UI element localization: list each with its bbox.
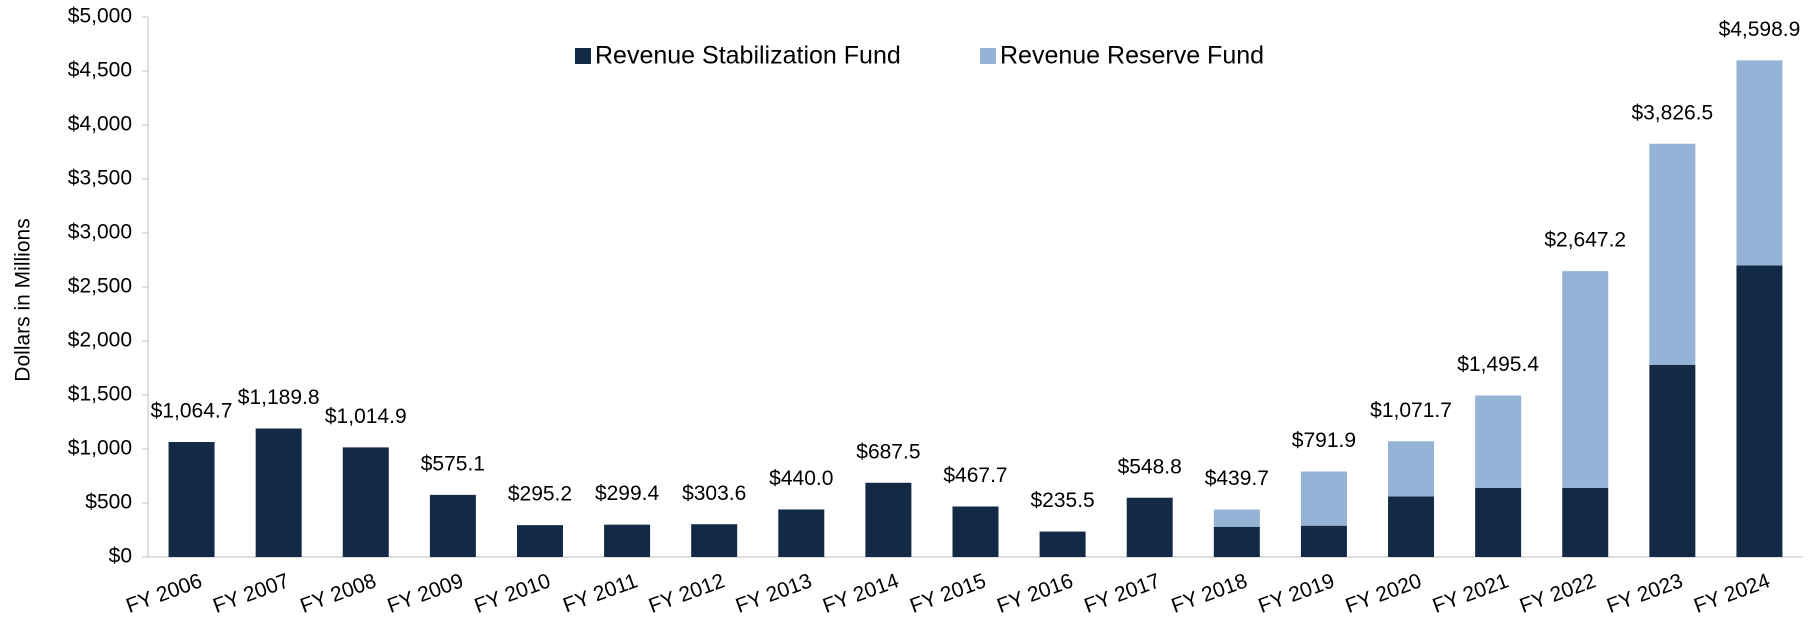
bar-segment bbox=[778, 509, 825, 557]
bar-segment bbox=[1388, 441, 1435, 497]
total-label: $1,014.9 bbox=[325, 405, 407, 428]
x-tick-label: FY 2009 bbox=[384, 569, 466, 618]
x-tick-label: FY 2010 bbox=[471, 569, 553, 618]
total-label: $2,647.2 bbox=[1544, 229, 1626, 252]
y-tick-label: $2,500 bbox=[68, 275, 132, 298]
x-tick-label: FY 2023 bbox=[1604, 569, 1686, 618]
total-label: $3,826.5 bbox=[1631, 101, 1713, 124]
bar-segment bbox=[516, 525, 563, 557]
bar-segment bbox=[168, 442, 215, 557]
total-label: $1,189.8 bbox=[238, 386, 320, 409]
legend-text: Revenue Stabilization Fund bbox=[595, 42, 901, 70]
total-label: $303.6 bbox=[682, 482, 746, 505]
bar-segment bbox=[1213, 509, 1260, 527]
x-tick-label: FY 2008 bbox=[297, 569, 379, 618]
x-tick-label: FY 2017 bbox=[1081, 569, 1163, 618]
y-tick-label: $3,500 bbox=[68, 167, 132, 190]
y-tick-label: $1,500 bbox=[68, 383, 132, 406]
bar-segment bbox=[1475, 487, 1522, 557]
bar-segment bbox=[1300, 471, 1347, 526]
total-label: $439.7 bbox=[1205, 467, 1269, 490]
x-tick-label: FY 2015 bbox=[907, 569, 989, 618]
bar-segment bbox=[255, 428, 302, 557]
total-label: $4,598.9 bbox=[1719, 18, 1801, 41]
bar-segment bbox=[1213, 526, 1260, 557]
total-label: $467.7 bbox=[943, 464, 1007, 487]
x-tick-label: FY 2007 bbox=[210, 569, 292, 618]
total-label: $1,495.4 bbox=[1457, 353, 1539, 376]
total-label: $295.2 bbox=[508, 483, 572, 506]
x-tick-label: FY 2022 bbox=[1517, 569, 1599, 618]
y-tick-label: $1,000 bbox=[68, 437, 132, 460]
total-label: $575.1 bbox=[421, 452, 485, 475]
bar-segment bbox=[342, 447, 389, 557]
y-tick-label: $4,000 bbox=[68, 113, 132, 136]
bar-segment bbox=[429, 494, 476, 557]
x-tick-label: FY 2018 bbox=[1168, 569, 1250, 618]
bar-segment bbox=[1300, 525, 1347, 557]
bar-segment bbox=[1562, 487, 1609, 557]
bar-segment bbox=[1736, 265, 1783, 557]
y-tick-label: $4,500 bbox=[68, 59, 132, 82]
total-label: $440.0 bbox=[769, 467, 833, 490]
bar-segment bbox=[1649, 364, 1696, 557]
bar-segment bbox=[1039, 531, 1086, 557]
bar-segment bbox=[1736, 60, 1783, 266]
x-tick-label: FY 2021 bbox=[1430, 569, 1512, 618]
y-tick-label: $5,000 bbox=[68, 5, 132, 28]
bar-segment bbox=[604, 524, 651, 557]
total-label: $548.8 bbox=[1118, 455, 1182, 478]
y-axis-title: Dollars in Millions bbox=[12, 218, 35, 381]
bar-segment bbox=[865, 482, 912, 557]
total-label: $1,071.7 bbox=[1370, 399, 1452, 422]
y-tick-label: $0 bbox=[109, 545, 132, 568]
bar-segment bbox=[691, 524, 738, 557]
bar-segment bbox=[1649, 143, 1696, 365]
legend-swatch bbox=[980, 48, 996, 64]
x-tick-label: FY 2012 bbox=[646, 569, 728, 618]
x-tick-label: FY 2013 bbox=[733, 569, 815, 618]
legend-swatch bbox=[575, 48, 591, 64]
y-tick-label: $3,000 bbox=[68, 221, 132, 244]
bar-segment bbox=[1562, 271, 1609, 488]
x-tick-label: FY 2016 bbox=[994, 569, 1076, 618]
x-tick-label: FY 2014 bbox=[820, 569, 902, 618]
bar-segment bbox=[952, 506, 999, 557]
bar-segment bbox=[1126, 497, 1173, 557]
x-tick-label: FY 2020 bbox=[1343, 569, 1425, 618]
bar-segment bbox=[1475, 395, 1522, 488]
total-label: $791.9 bbox=[1292, 429, 1356, 452]
total-label: $235.5 bbox=[1030, 489, 1094, 512]
x-tick-label: FY 2006 bbox=[123, 569, 205, 618]
legend-text: Revenue Reserve Fund bbox=[1000, 42, 1264, 70]
total-label: $1,064.7 bbox=[151, 400, 233, 423]
x-tick-label: FY 2024 bbox=[1691, 569, 1773, 618]
y-tick-label: $500 bbox=[85, 491, 132, 514]
x-tick-label: FY 2011 bbox=[560, 569, 641, 617]
total-label: $299.4 bbox=[595, 482, 660, 505]
x-tick-label: FY 2019 bbox=[1255, 569, 1337, 618]
total-label: $687.5 bbox=[856, 440, 920, 463]
bar-segment bbox=[1388, 496, 1435, 557]
y-tick-label: $2,000 bbox=[68, 329, 132, 352]
